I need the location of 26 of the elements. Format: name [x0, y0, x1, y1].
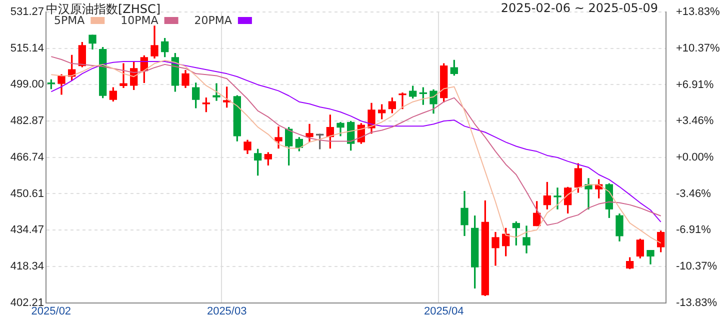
candlestick — [554, 188, 562, 210]
y2-tick-label: +3.46% — [676, 115, 714, 128]
y-tick-label: 515.14 — [10, 42, 44, 54]
legend-label: 20PMA — [194, 14, 232, 27]
y-tick-label: 499.00 — [10, 78, 44, 91]
x-tick-label: 2025/02 — [31, 305, 72, 318]
y2-tick-label: -13.83% — [676, 296, 718, 309]
y2-tick-label: -3.46% — [676, 188, 712, 200]
x-tick-label: 2025/04 — [424, 305, 464, 318]
legend-label: 10PMA — [120, 14, 159, 27]
legend-label: 5PMA — [54, 14, 86, 27]
y2-tick-label: +0.00% — [676, 151, 714, 164]
chart-title: 中汉原油指数[ZHSC] — [46, 1, 161, 16]
x-tick-label: 2025/03 — [206, 305, 247, 318]
y2-tick-label: +13.83% — [676, 6, 720, 18]
y2-tick-label: +10.37% — [676, 42, 720, 54]
y-tick-label: 531.27 — [10, 6, 44, 18]
y2-tick-label: +6.91% — [676, 78, 714, 91]
y-tick-label: 434.47 — [10, 224, 44, 236]
y2-tick-label: -6.91% — [676, 224, 712, 236]
y2-tick-label: -10.37% — [676, 260, 718, 272]
y-tick-label: 418.34 — [10, 260, 44, 272]
chart-subtitle: 2025-02-06 ~ 2025-05-09 — [500, 1, 658, 15]
y-tick-label: 482.87 — [10, 115, 44, 128]
y-tick-label: 450.61 — [10, 188, 44, 200]
y-tick-label: 466.74 — [10, 151, 44, 164]
